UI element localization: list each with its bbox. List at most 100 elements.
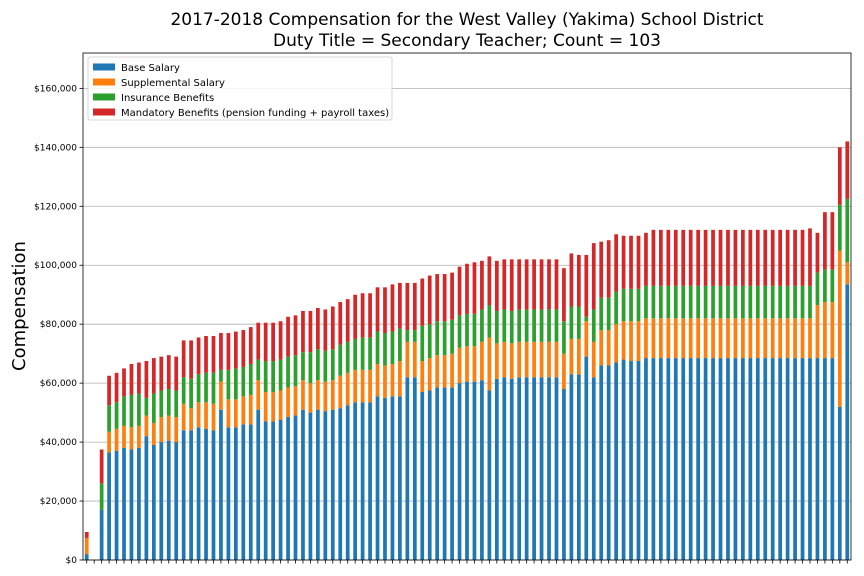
- bar-segment-base: [636, 361, 641, 560]
- bar-segment-base: [785, 358, 790, 560]
- bar-segment-base: [726, 358, 730, 560]
- bar-segment-insurance: [301, 352, 305, 381]
- bar-segment-base: [144, 436, 149, 560]
- bar-segment-base: [800, 358, 805, 560]
- bar-segment-insurance: [181, 377, 186, 404]
- bar-segment-base: [465, 381, 469, 560]
- bar-segment-mandatory: [196, 337, 201, 375]
- bar-segment-supplemental: [271, 391, 275, 422]
- bar-segment-insurance: [435, 321, 440, 356]
- y-axis: $0 $20,000 $40,000 $60,000 $80,000 $100,000 $1…: [34, 84, 83, 566]
- bar-segment-insurance: [718, 285, 723, 319]
- bar-segment-supplemental: [800, 318, 805, 359]
- bar-segment-mandatory: [606, 240, 611, 298]
- y-tick-label: $160,000: [34, 84, 77, 94]
- bar-segment-supplemental: [659, 318, 663, 359]
- bar-segment-base: [606, 365, 611, 560]
- bar-segment-base: [248, 424, 253, 560]
- bar-segment-mandatory: [137, 362, 141, 394]
- bar-segment-base: [241, 424, 246, 560]
- bar-segment-base: [487, 390, 492, 560]
- bar-segment-mandatory: [151, 358, 156, 394]
- x-axis: [86, 560, 848, 564]
- bar-segment-supplemental: [748, 318, 753, 359]
- bar-segment-supplemental: [614, 324, 618, 363]
- bar-segment-supplemental: [524, 341, 529, 378]
- bar-segment-base: [450, 387, 454, 560]
- bar-segment-supplemental: [398, 361, 402, 397]
- bar-segment-mandatory: [420, 278, 425, 326]
- bar-segment-supplemental: [494, 343, 499, 379]
- bar-segment-base: [323, 411, 328, 560]
- bar-segment-base: [524, 377, 529, 560]
- bar-segment-mandatory: [494, 260, 499, 311]
- bar-segment-base: [718, 358, 723, 560]
- bar-segment-supplemental: [733, 318, 738, 359]
- bar-segment-base: [293, 415, 298, 560]
- bar-segment-supplemental: [345, 372, 350, 406]
- bar-segment-supplemental: [509, 343, 514, 379]
- bar-segment-base: [584, 356, 589, 560]
- bar-segment-mandatory: [353, 294, 358, 339]
- bar-segment-insurance: [666, 285, 671, 319]
- bar-segment-insurance: [800, 285, 805, 319]
- bar-segment-mandatory: [99, 449, 104, 484]
- bar-segment-mandatory: [405, 282, 410, 331]
- bar-segment-supplemental: [845, 262, 850, 285]
- legend: Base Salary Supplemental Salary Insurance …: [87, 56, 393, 121]
- bar-segment-supplemental: [688, 318, 693, 359]
- bar-segment-insurance: [703, 285, 708, 319]
- bar-segment-insurance: [509, 310, 514, 344]
- bar-segment-supplemental: [151, 422, 156, 446]
- bar-segment-mandatory: [114, 372, 119, 403]
- bar-segment-base: [412, 377, 417, 560]
- bar-segment-mandatory: [450, 272, 454, 320]
- bar-segment-base: [174, 442, 179, 560]
- bar-segment-supplemental: [174, 417, 179, 443]
- bar-segment-mandatory: [278, 321, 283, 360]
- bar-segment-base: [114, 450, 119, 560]
- bar-segment-mandatory: [793, 229, 797, 286]
- bar-segment-mandatory: [673, 229, 678, 286]
- bar-segment-mandatory: [785, 229, 790, 286]
- bar-segment-supplemental: [353, 369, 358, 403]
- bar-segment-base: [84, 554, 89, 560]
- bar-segment-insurance: [338, 344, 343, 376]
- bar-segment-insurance: [487, 305, 492, 338]
- bar-segment-base: [398, 396, 402, 560]
- bar-segment-insurance: [99, 483, 104, 510]
- bar-segment-base: [480, 380, 484, 560]
- bar-segment-insurance: [398, 328, 402, 362]
- bar-segment-mandatory: [733, 229, 738, 286]
- bar-segment-base: [405, 377, 410, 560]
- bar-segment-insurance: [733, 285, 738, 319]
- bar-segment-insurance: [591, 309, 596, 342]
- bar-segment-supplemental: [629, 321, 633, 362]
- bar-segment-mandatory: [681, 229, 686, 286]
- bar-segment-mandatory: [263, 322, 268, 362]
- bar-segment-supplemental: [532, 341, 536, 378]
- bar-segment-supplemental: [166, 415, 171, 441]
- bar-segment-insurance: [547, 309, 551, 342]
- bar-segment-supplemental: [450, 353, 454, 388]
- bar-segment-insurance: [480, 309, 484, 342]
- bar-segment-mandatory: [770, 229, 775, 286]
- bar-segment-insurance: [636, 288, 641, 322]
- bar-segment-supplemental: [442, 355, 447, 388]
- bar-segment-supplemental: [815, 305, 820, 359]
- bar-segment-base: [688, 358, 693, 560]
- bar-segment-mandatory: [241, 330, 246, 367]
- bar-segment-base: [420, 391, 425, 560]
- bar-segment-supplemental: [778, 318, 783, 359]
- bar-segment-mandatory: [181, 340, 186, 378]
- y-tick-label: $0: [66, 556, 78, 566]
- bar-segment-mandatory: [472, 262, 477, 314]
- bar-segment-mandatory: [375, 287, 380, 332]
- bar-segment-insurance: [457, 315, 462, 348]
- bar-segment-base: [666, 358, 671, 560]
- bar-segment-mandatory: [107, 375, 111, 406]
- bar-segment-supplemental: [480, 341, 484, 381]
- bar-segment-supplemental: [427, 358, 432, 391]
